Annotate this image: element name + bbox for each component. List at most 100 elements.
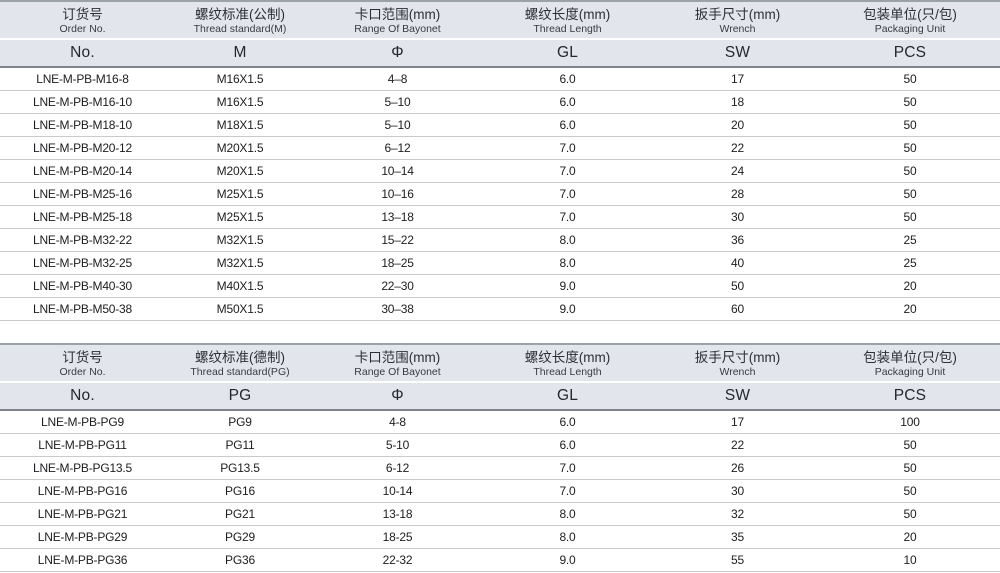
table-cell: M32X1.5 bbox=[216, 233, 264, 247]
table-cell: 4–8 bbox=[387, 72, 408, 86]
table-cell: M40X1.5 bbox=[216, 279, 264, 293]
table-cell: 7.0 bbox=[559, 187, 576, 201]
table-cell: 18–25 bbox=[381, 256, 414, 270]
column-label-zh: 订货号 bbox=[62, 7, 103, 22]
table-cell: 32 bbox=[731, 507, 744, 521]
table-cell: LNE-M-PB-PG11 bbox=[38, 438, 127, 452]
column-symbol: PG bbox=[228, 387, 252, 404]
table-cell: 30 bbox=[731, 210, 744, 224]
column-label-en: Packaging Unit bbox=[874, 23, 946, 35]
table-cell: 30–38 bbox=[381, 302, 414, 316]
table-cell: 26 bbox=[731, 461, 744, 475]
table-cell: 40 bbox=[731, 256, 744, 270]
table-cell: LNE-M-PB-M18-10 bbox=[32, 118, 133, 132]
header-cell: 包装单位(只/包) Packaging Unit bbox=[820, 349, 1000, 378]
table-cell: 10 bbox=[903, 553, 917, 567]
table-row: LNE-M-PB-PG16 PG16 10-14 7.0 30 50 bbox=[0, 480, 1000, 503]
header-labels-row: 订货号 Order No. 螺纹标准(德制) Thread standard(PG) 卡… bbox=[0, 345, 1000, 381]
column-label-zh: 卡口范围(mm) bbox=[354, 7, 441, 22]
column-symbol: No. bbox=[70, 44, 95, 61]
table-cell: 9.0 bbox=[559, 279, 576, 293]
header-cell: 订货号 Order No. bbox=[0, 349, 165, 378]
table-row: LNE-M-PB-M32-22 M32X1.5 15–22 8.0 36 25 bbox=[0, 229, 1000, 252]
table-cell: 18-25 bbox=[382, 530, 413, 544]
table-cell: PG11 bbox=[225, 438, 255, 452]
header-cell: 卡口范围(mm) Range Of Bayonet bbox=[315, 6, 480, 35]
table-cell: 13–18 bbox=[381, 210, 414, 224]
table-cell: M18X1.5 bbox=[216, 118, 264, 132]
table-cell: 100 bbox=[900, 415, 920, 429]
table-cell: 6.0 bbox=[559, 415, 576, 429]
table-cell: M20X1.5 bbox=[216, 164, 264, 178]
table-cell: 20 bbox=[903, 530, 917, 544]
table-cell: 8.0 bbox=[559, 530, 576, 544]
table-cell: 28 bbox=[731, 187, 744, 201]
column-label-zh: 螺纹长度(mm) bbox=[524, 350, 611, 365]
header-cell: 螺纹长度(mm) Thread Length bbox=[480, 349, 655, 378]
table-cell: 8.0 bbox=[559, 233, 576, 247]
table-cell: 50 bbox=[903, 484, 917, 498]
column-symbol: PCS bbox=[893, 44, 927, 61]
column-label-en: Thread Length bbox=[533, 366, 602, 378]
table-cell: 15–22 bbox=[381, 233, 414, 247]
table-cell: PG36 bbox=[225, 553, 255, 567]
table-cell: LNE-M-PB-M25-16 bbox=[32, 187, 133, 201]
header-cell: 卡口范围(mm) Range Of Bayonet bbox=[315, 349, 480, 378]
column-symbol: SW bbox=[724, 387, 751, 404]
table-cell: 6-12 bbox=[385, 461, 410, 475]
table-cell: LNE-M-PB-M16-8 bbox=[36, 72, 129, 86]
header-cell: 螺纹标准(公制) Thread standard(M) bbox=[165, 6, 315, 35]
table-cell: 22-32 bbox=[382, 553, 413, 567]
column-label-en: Thread standard(PG) bbox=[190, 366, 290, 378]
pg-thread-table: 订货号 Order No. 螺纹标准(德制) Thread standard(PG) 卡… bbox=[0, 343, 1000, 572]
table-cell: 50 bbox=[903, 507, 917, 521]
table-row: LNE-M-PB-PG13.5 PG13.5 6-12 7.0 26 50 bbox=[0, 457, 1000, 480]
table-cell: M32X1.5 bbox=[216, 256, 264, 270]
header-cell: 扳手尺寸(mm) Wrench bbox=[655, 6, 820, 35]
table-cell: 7.0 bbox=[559, 164, 576, 178]
table-cell: LNE-M-PB-M16-10 bbox=[32, 95, 133, 109]
table-cell: 60 bbox=[731, 302, 744, 316]
table-row: LNE-M-PB-M16-8 M16X1.5 4–8 6.0 17 50 bbox=[0, 68, 1000, 91]
table-cell: 7.0 bbox=[559, 210, 576, 224]
table-body: LNE-M-PB-M16-8 M16X1.5 4–8 6.0 17 50 LNE-M-PB-… bbox=[0, 68, 1000, 321]
table-row: LNE-M-PB-PG11 PG11 5-10 6.0 22 50 bbox=[0, 434, 1000, 457]
column-label-en: Wrench bbox=[719, 366, 756, 378]
header-labels-row: 订货号 Order No. 螺纹标准(公制) Thread standard(M) 卡口… bbox=[0, 2, 1000, 38]
table-cell: 4-8 bbox=[389, 415, 406, 429]
table-row: LNE-M-PB-M18-10 M18X1.5 5–10 6.0 20 50 bbox=[0, 114, 1000, 137]
table-cell: M25X1.5 bbox=[216, 187, 264, 201]
column-label-zh: 卡口范围(mm) bbox=[354, 350, 441, 365]
table-row: LNE-M-PB-PG29 PG29 18-25 8.0 35 20 bbox=[0, 526, 1000, 549]
table-cell: M20X1.5 bbox=[216, 141, 264, 155]
column-label-zh: 螺纹长度(mm) bbox=[524, 7, 611, 22]
table-cell: PG9 bbox=[228, 415, 252, 429]
table-row: LNE-M-PB-M50-38 M50X1.5 30–38 9.0 60 20 bbox=[0, 298, 1000, 321]
column-symbol: SW bbox=[724, 44, 751, 61]
column-label-zh: 订货号 bbox=[62, 350, 103, 365]
table-cell: M16X1.5 bbox=[216, 95, 264, 109]
header-separator bbox=[0, 381, 1000, 383]
table-cell: 50 bbox=[731, 279, 744, 293]
table-cell: PG13.5 bbox=[220, 461, 260, 475]
table-cell: M16X1.5 bbox=[216, 72, 264, 86]
table-cell: 50 bbox=[903, 461, 917, 475]
table-row: LNE-M-PB-M20-14 M20X1.5 10–14 7.0 24 50 bbox=[0, 160, 1000, 183]
column-label-en: Packaging Unit bbox=[874, 366, 946, 378]
table-cell: 25 bbox=[903, 233, 917, 247]
table-cell: PG29 bbox=[225, 530, 255, 544]
header-cell: 包装单位(只/包) Packaging Unit bbox=[820, 6, 1000, 35]
column-label-zh: 螺纹标准(德制) bbox=[195, 350, 285, 365]
header-cell: 订货号 Order No. bbox=[0, 6, 165, 35]
column-label-zh: 包装单位(只/包) bbox=[863, 7, 957, 22]
header-cell: 螺纹长度(mm) Thread Length bbox=[480, 6, 655, 35]
table-cell: 17 bbox=[731, 415, 744, 429]
table-cell: PG21 bbox=[225, 507, 255, 521]
table-cell: 5–10 bbox=[384, 118, 411, 132]
table-cell: LNE-M-PB-M25-18 bbox=[32, 210, 133, 224]
table-cell: 6.0 bbox=[559, 95, 576, 109]
table-cell: 7.0 bbox=[559, 141, 576, 155]
table-cell: LNE-M-PB-PG21 bbox=[37, 507, 128, 521]
table-cell: 22 bbox=[731, 438, 744, 452]
